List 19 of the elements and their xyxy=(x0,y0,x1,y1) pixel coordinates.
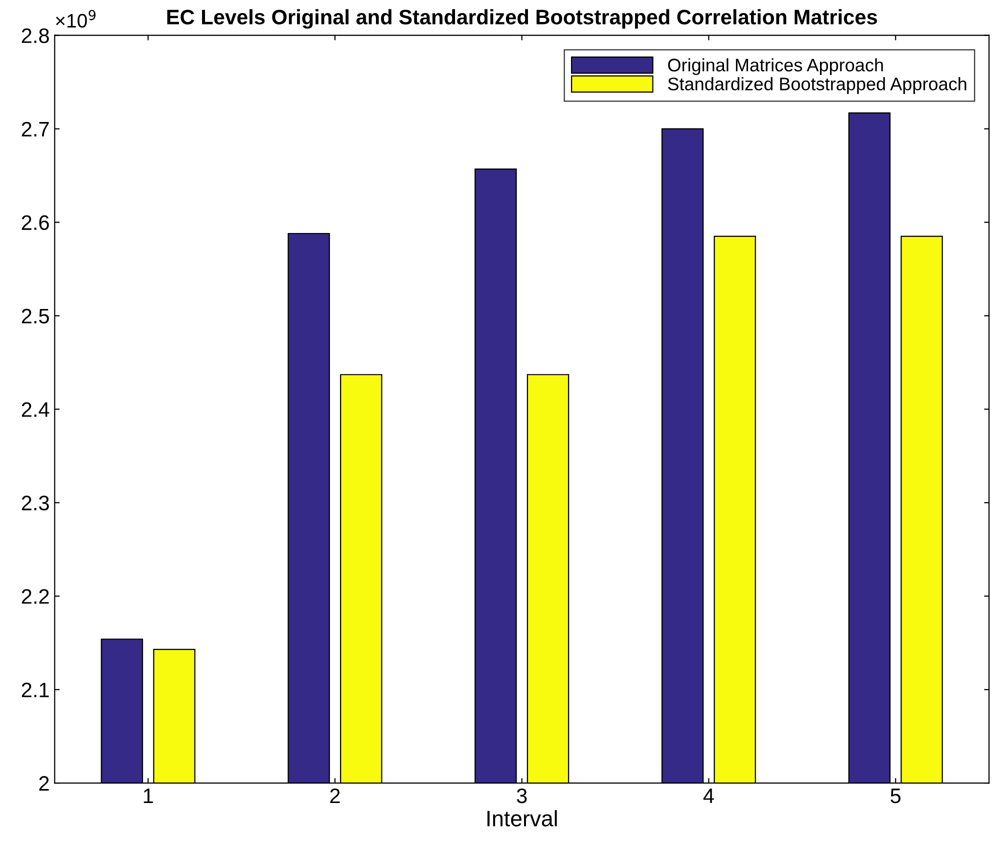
text: ×10$^{9}$ xyxy=(56,10,96,28)
x-tick-label: 2 xyxy=(330,788,340,804)
x-tick-label: 3 xyxy=(516,788,527,804)
y-tick-label: 2.8 xyxy=(22,28,49,44)
x-tick-label: 4 xyxy=(703,788,714,804)
legend-label: Original Matrices Approach xyxy=(668,58,883,76)
y-tick-label: 2.3 xyxy=(22,496,49,510)
y-tick-label: 2.5 xyxy=(22,308,49,324)
x-tick-label: 5 xyxy=(890,788,901,804)
y-tick-label: 2.4 xyxy=(22,402,50,417)
x-tick-label: 1 xyxy=(144,788,153,804)
x-axis-title: Interval xyxy=(487,810,557,826)
y-tick-label: 2.6 xyxy=(22,215,49,230)
chart-title: EC Levels Original and Standardized Bootstrapped Correlation Matrices xyxy=(167,9,877,29)
legend-label: Standardized Bootstrapped Approach xyxy=(668,77,966,94)
y-tick-label: 2.7 xyxy=(22,122,49,136)
y-tick-label: 2 xyxy=(39,776,49,791)
y-tick-label: 2.2 xyxy=(22,589,49,604)
y-tick-label: 2.1 xyxy=(22,682,49,698)
